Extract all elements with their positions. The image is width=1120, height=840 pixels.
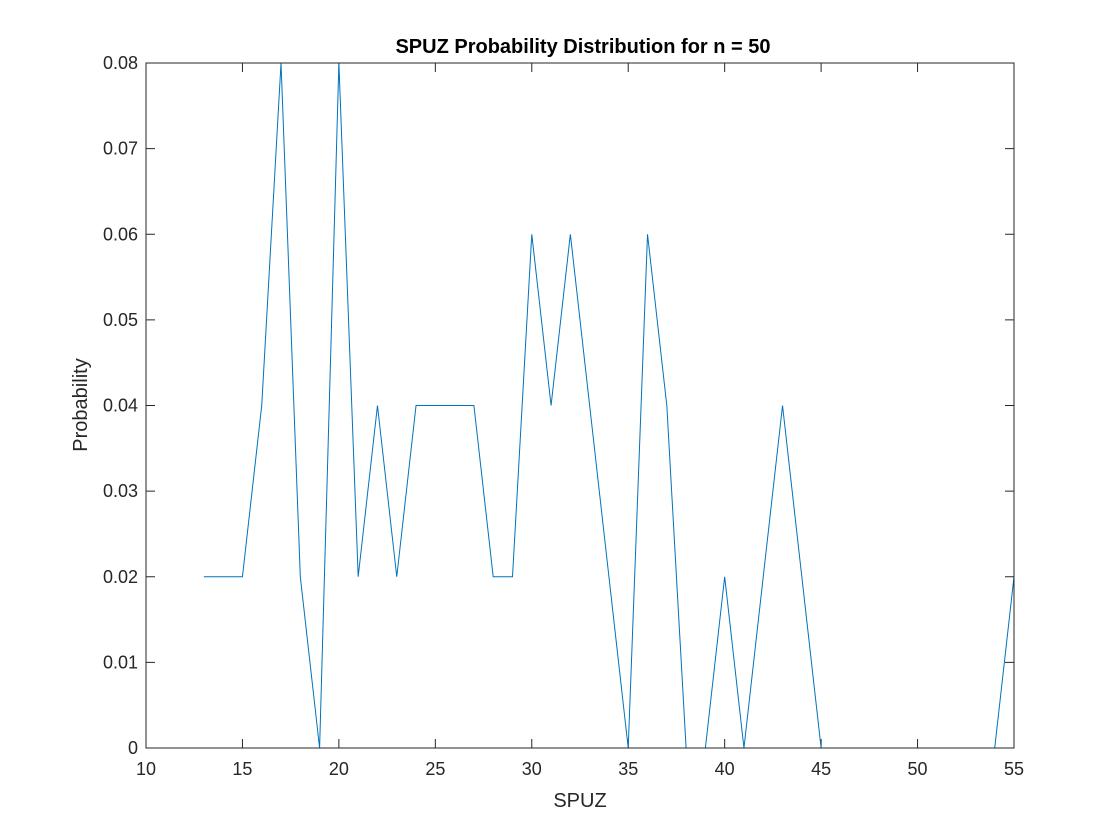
x-tick-label: 15 <box>232 759 252 779</box>
x-axis-label: SPUZ <box>553 790 606 812</box>
x-tick-label: 25 <box>425 759 445 779</box>
x-tick-label: 45 <box>811 759 831 779</box>
y-tick-label: 0 <box>128 738 138 758</box>
y-tick-label: 0.01 <box>103 652 138 672</box>
x-tick-label: 55 <box>1004 759 1024 779</box>
y-tick-label: 0.05 <box>103 310 138 330</box>
y-tick-label: 0.03 <box>103 481 138 501</box>
plot-area-box <box>145 62 1015 749</box>
x-tick-label: 20 <box>329 759 349 779</box>
x-tick-label: 30 <box>522 759 542 779</box>
x-tick-label: 50 <box>908 759 928 779</box>
x-tick-label: 35 <box>618 759 638 779</box>
series-group <box>203 62 1015 749</box>
chart-title: SPUZ Probability Distribution for n = 50 <box>395 36 770 58</box>
y-tick-label: 0.06 <box>103 224 138 244</box>
y-tick-label: 0.08 <box>103 53 138 73</box>
tick-group: 10 15 20 25 30 35 40 45 50 55 0 0.01 0.02 0.03 0.04 0.0… <box>103 53 1024 779</box>
x-tick-label: 10 <box>136 759 156 779</box>
x-tick-label: 40 <box>715 759 735 779</box>
y-tick-label: 0.07 <box>103 139 138 159</box>
y-tick-label: 0.02 <box>103 567 138 587</box>
y-axis-label: Probability <box>70 358 92 451</box>
series-line-probability <box>203 62 1015 749</box>
y-tick-label: 0.04 <box>103 396 138 416</box>
